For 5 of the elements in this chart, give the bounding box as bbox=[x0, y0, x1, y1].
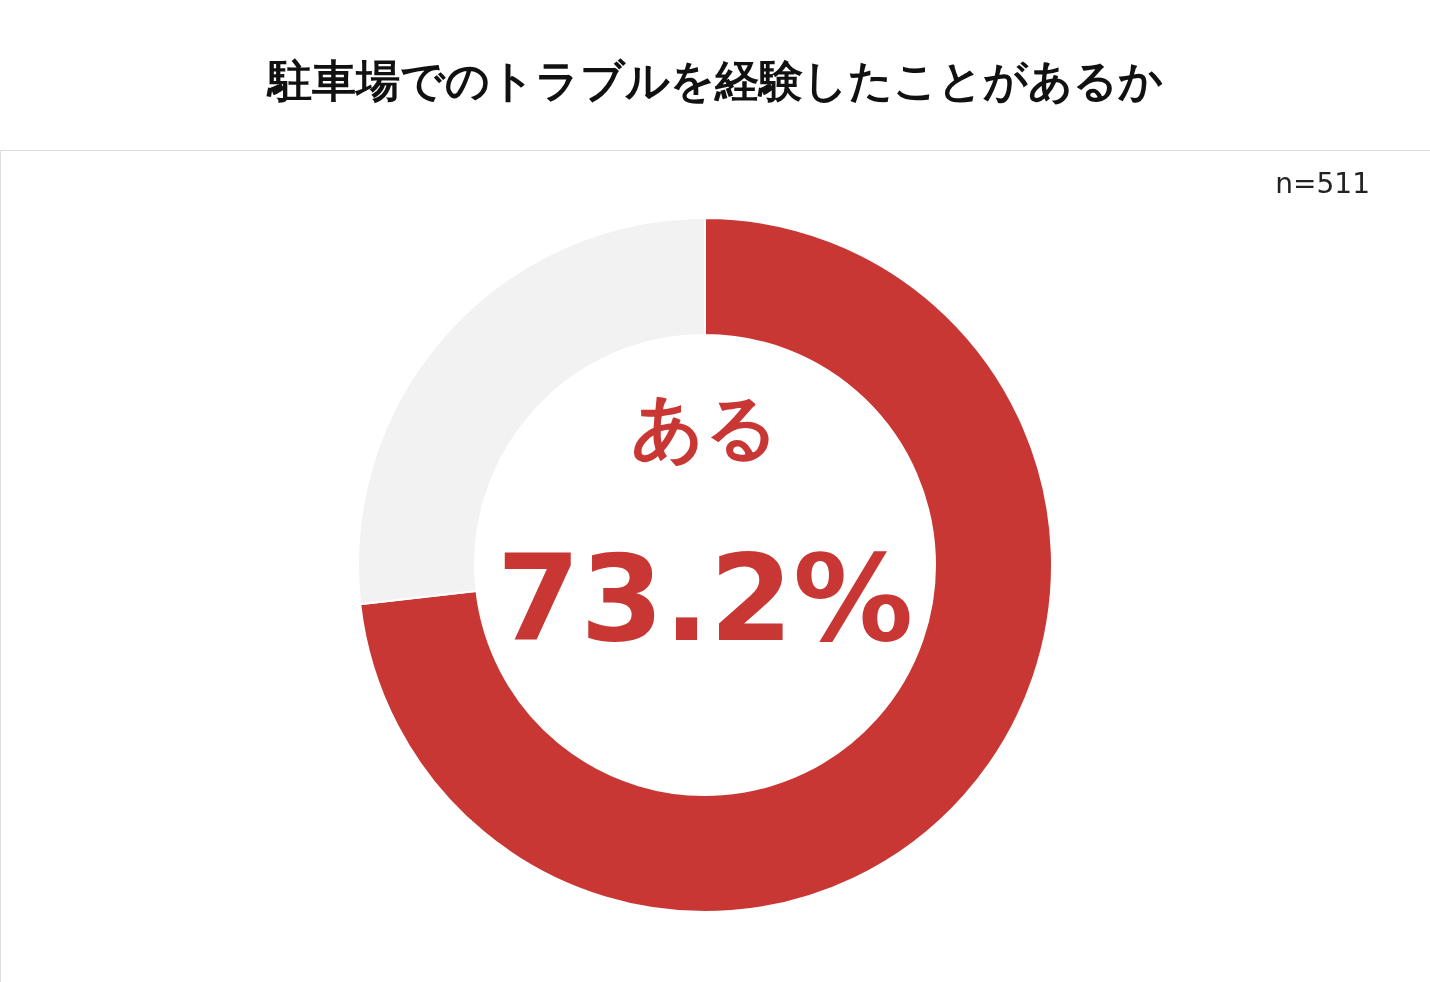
text: n=511 bbox=[1275, 167, 1370, 200]
chart-title: 駐車場でのトラブルを経験したことがあるか bbox=[265, 55, 1163, 106]
data-label: 73.2% bbox=[496, 529, 914, 668]
slice-label: ある bbox=[631, 385, 779, 469]
donut-slice bbox=[359, 217, 1053, 913]
